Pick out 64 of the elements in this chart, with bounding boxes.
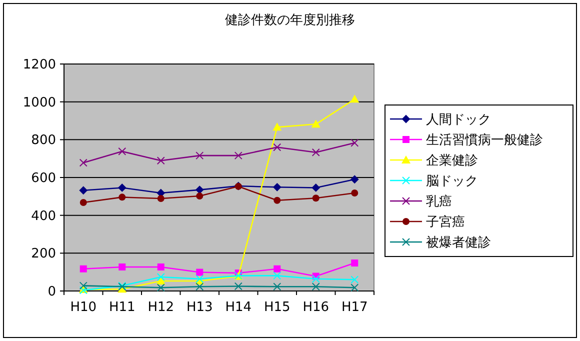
point	[350, 276, 359, 284]
point	[79, 282, 88, 290]
point	[118, 184, 126, 192]
point	[80, 265, 87, 272]
point	[79, 158, 88, 167]
point	[156, 284, 165, 292]
point	[156, 273, 165, 281]
point	[274, 265, 281, 272]
y-tick-label: 1000	[22, 95, 56, 110]
point	[157, 194, 164, 202]
point	[350, 94, 360, 103]
point	[79, 186, 88, 194]
x-tick-label: H11	[108, 300, 136, 315]
point	[196, 268, 204, 276]
point	[196, 192, 204, 200]
point	[350, 284, 359, 292]
point	[196, 152, 204, 160]
legend-label: 乳癌	[426, 194, 452, 210]
y-tick-label: 400	[31, 208, 56, 224]
point	[311, 120, 320, 128]
point	[196, 282, 204, 291]
point	[234, 152, 242, 160]
point	[234, 282, 242, 290]
legend-label: 被爆者健診	[426, 236, 491, 251]
point	[312, 148, 320, 156]
y-tick-label: 600	[31, 171, 56, 186]
x-tick-label: H16	[302, 300, 330, 315]
point	[351, 190, 358, 197]
chart-title: 健診件数の年度別推移	[225, 12, 355, 28]
legend-label: 企業健診	[426, 154, 478, 169]
point	[273, 183, 282, 192]
legend-label: 人間ドック	[426, 112, 491, 128]
point	[273, 282, 282, 291]
point	[157, 263, 164, 270]
point	[350, 175, 359, 184]
point	[312, 274, 320, 283]
point	[274, 196, 281, 204]
point	[312, 282, 320, 291]
y-tick-label: 800	[31, 133, 56, 148]
point	[273, 272, 282, 280]
point	[118, 263, 126, 270]
point	[80, 198, 87, 206]
point	[312, 184, 320, 192]
legend-label: 子宮癌	[426, 214, 465, 230]
point	[272, 122, 282, 131]
point	[351, 260, 358, 267]
x-tick-label: H12	[148, 300, 174, 315]
x-tick-label: H13	[186, 300, 213, 315]
legend-label: 脳ドック	[426, 174, 478, 190]
x-tick-label: H14	[225, 300, 252, 315]
point	[118, 147, 126, 156]
x-tick-label: H15	[264, 300, 290, 315]
point	[196, 186, 204, 194]
y-tick-label: 1200	[22, 58, 56, 73]
point	[156, 156, 165, 165]
point	[273, 143, 282, 152]
point	[312, 194, 320, 202]
legend-label: 生活習慣病一般健診	[426, 133, 543, 148]
point	[350, 138, 359, 147]
y-tick-label: 200	[31, 246, 56, 262]
x-tick-label: H10	[70, 300, 97, 315]
y-tick-label: 0	[48, 284, 56, 300]
point	[118, 194, 126, 201]
x-tick-label: H17	[341, 300, 368, 315]
